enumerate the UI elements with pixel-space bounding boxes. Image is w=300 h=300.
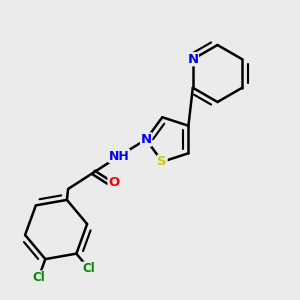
Text: Cl: Cl — [82, 262, 95, 275]
Text: O: O — [108, 176, 119, 190]
Text: S: S — [158, 155, 167, 168]
Text: N: N — [140, 133, 152, 146]
Text: Cl: Cl — [32, 271, 45, 284]
Text: NH: NH — [109, 149, 130, 163]
Text: N: N — [187, 53, 198, 66]
